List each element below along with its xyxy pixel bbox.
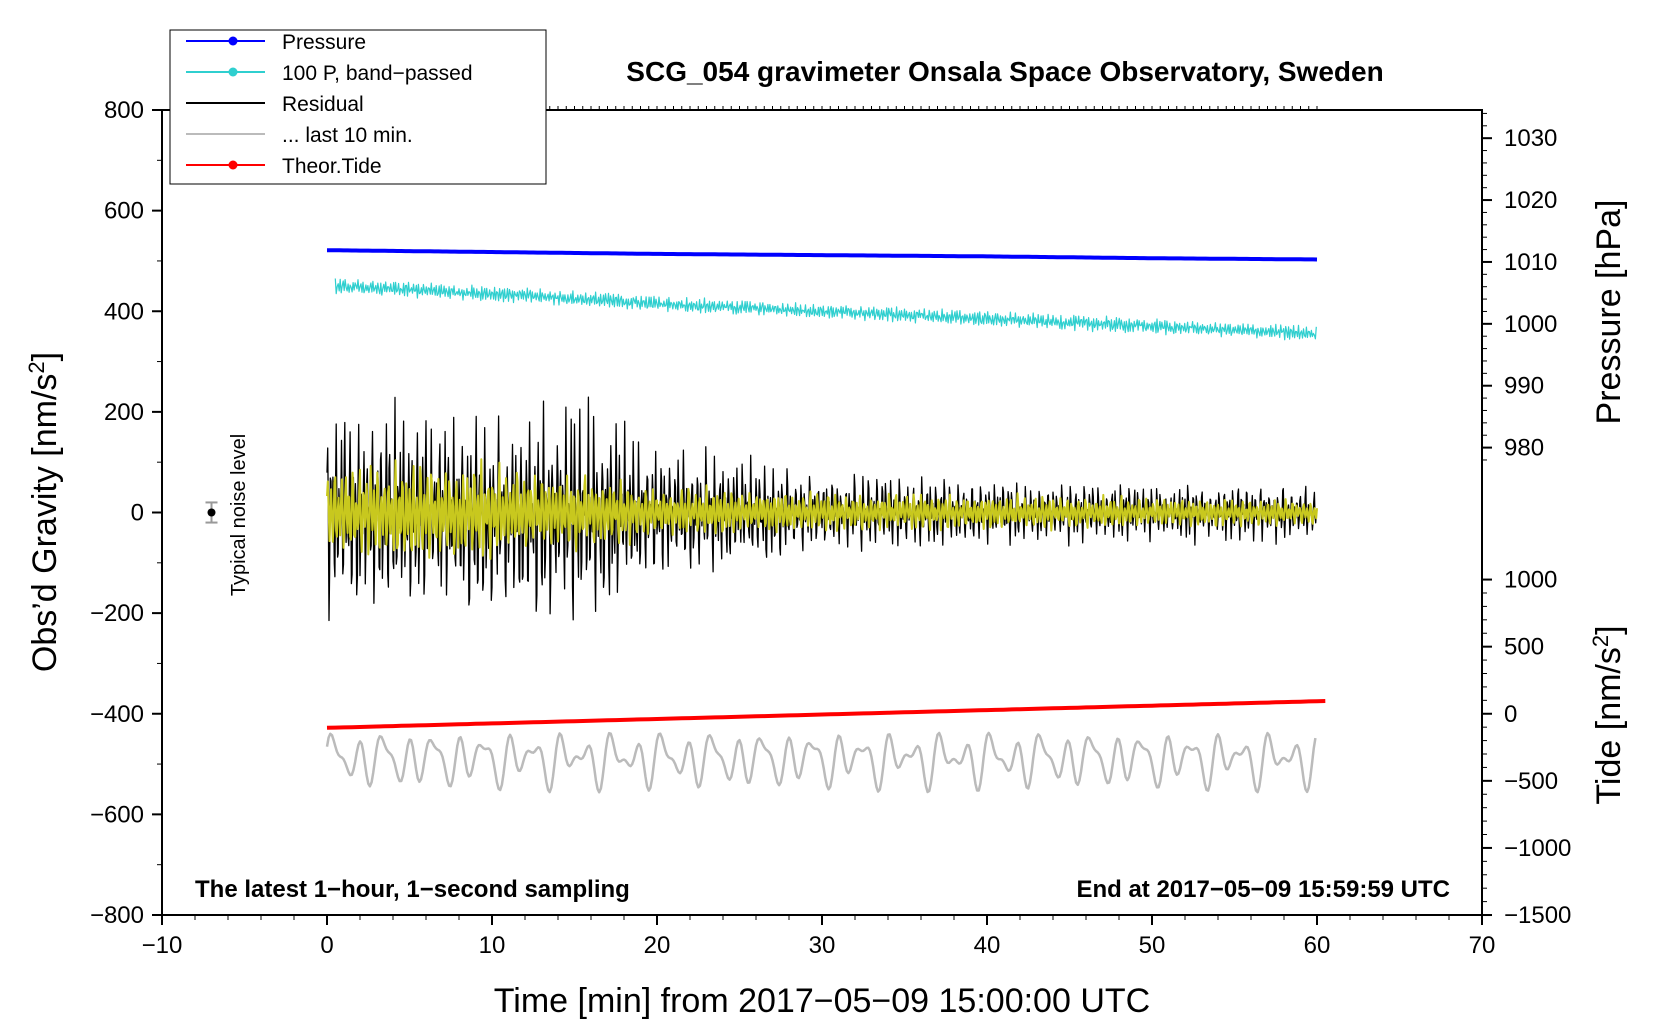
- pressure-tick-label: 1030: [1504, 125, 1557, 152]
- y-tick-label: −800: [90, 902, 144, 929]
- x-tick-label: −10: [142, 932, 183, 959]
- y-tick-label: −600: [90, 801, 144, 828]
- y-tick-label: 600: [104, 198, 144, 225]
- end-time-note: End at 2017−05−09 15:59:59 UTC: [1076, 876, 1450, 903]
- series-layer: [325, 248, 1326, 794]
- noise-bar-point: [207, 508, 216, 517]
- tide-tick-label: −500: [1504, 768, 1558, 795]
- y-tick-label: 400: [104, 298, 144, 325]
- legend-marker: [228, 36, 238, 46]
- legend-label: Residual: [282, 93, 364, 116]
- x-tick-label: 40: [974, 932, 1001, 959]
- legend-label: ... last 10 min.: [282, 124, 413, 147]
- pressure-tick-label: 1000: [1504, 311, 1557, 338]
- y-tick-label: 800: [104, 97, 144, 124]
- x-axis-label: Time [min] from 2017−05−09 15:00:00 UTC: [494, 982, 1150, 1020]
- legend-marker: [228, 67, 238, 77]
- tide-tick-label: −1000: [1504, 835, 1571, 862]
- pressure-tick-label: 1010: [1504, 249, 1557, 276]
- tide-tick-label: 0: [1504, 701, 1517, 728]
- x-tick-label: 10: [479, 932, 506, 959]
- x-tick-label: 50: [1139, 932, 1166, 959]
- y-axis-label-pressure: Pressure [hPa]: [1590, 200, 1628, 425]
- band-passed-pressure-line: [334, 278, 1317, 341]
- legend-label: Pressure: [282, 31, 366, 54]
- tide-tick-label: −1500: [1504, 902, 1571, 929]
- legend-marker: [228, 160, 238, 170]
- y-tick-label: 0: [131, 500, 144, 527]
- legend: Pressure 100 P, band−passed Residual ... la…: [169, 29, 547, 185]
- x-tick-label: 60: [1304, 932, 1331, 959]
- residual-filtered-line: [326, 458, 1318, 560]
- noise-level-label: Typical noise level: [228, 434, 250, 596]
- legend-box: [169, 29, 547, 185]
- sampling-note: The latest 1−hour, 1−second sampling: [195, 876, 630, 903]
- pressure-tick-label: 990: [1504, 373, 1544, 400]
- x-tick-label: 0: [320, 932, 333, 959]
- legend-label: 100 P, band−passed: [282, 62, 473, 85]
- legend-label: Theor.Tide: [282, 155, 382, 178]
- y-axis-label-left: Obs’d Gravity [nm/s2]: [24, 352, 64, 672]
- tide-tick-label: 1000: [1504, 567, 1557, 594]
- pressure-tick-label: 980: [1504, 435, 1544, 462]
- pressure-tick-label: 1020: [1504, 187, 1557, 214]
- y-tick-label: −200: [90, 600, 144, 627]
- y-tick-label: −400: [90, 701, 144, 728]
- x-tick-label: 20: [644, 932, 671, 959]
- last-10-min-line: [325, 731, 1317, 794]
- noise-error-bar: [205, 501, 218, 524]
- theoretical-tide-line: [326, 699, 1326, 730]
- legend-items: Pressure 100 P, band−passed Residual ... la…: [186, 31, 473, 178]
- residual-line: [326, 396, 1318, 622]
- x-tick-label: 30: [809, 932, 836, 959]
- ticks-layer: −10 0 10 20 30 40 50 60 708006004002000−200−400−…: [90, 97, 1571, 959]
- y-axis-label-tide: Tide [nm/s2]: [1588, 625, 1628, 804]
- chart-title: SCG_054 gravimeter Onsala Space Observat…: [626, 56, 1383, 87]
- pressure-line: [327, 248, 1318, 262]
- y-tick-label: 200: [104, 399, 144, 426]
- x-tick-label: 70: [1469, 932, 1496, 959]
- tide-tick-label: 500: [1504, 634, 1544, 661]
